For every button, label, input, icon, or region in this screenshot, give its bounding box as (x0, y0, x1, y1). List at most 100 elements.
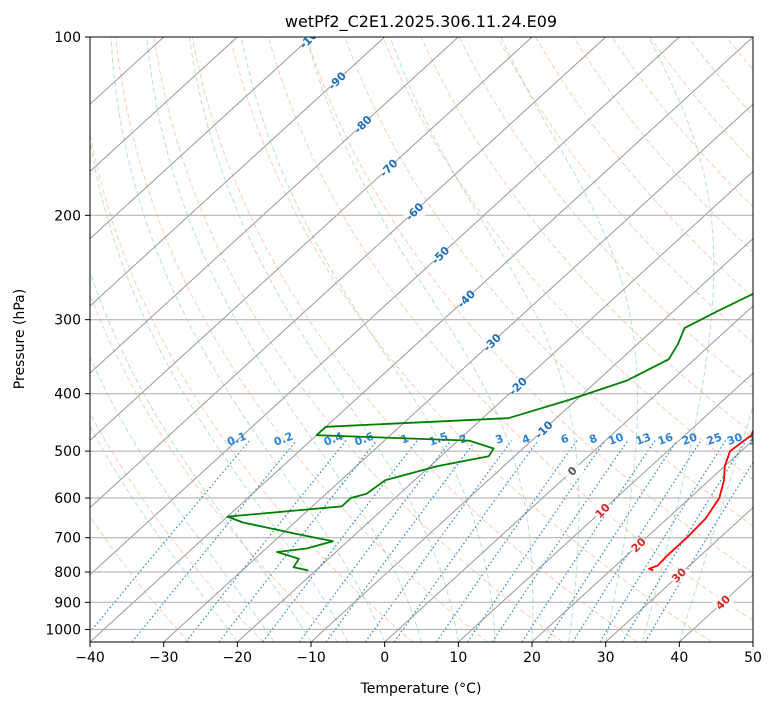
y-tick-label: 700 (54, 531, 81, 547)
dry-adiabat (496, 37, 753, 344)
y-tick-label: 1000 (45, 622, 81, 638)
x-tick-label: 20 (523, 650, 541, 666)
mixing-ratio-label: 13 (634, 430, 653, 447)
moist-adiabat (90, 425, 238, 642)
isotherm (384, 305, 753, 642)
isotherm-label-bg (455, 292, 478, 305)
x-tick-label: −10 (296, 650, 326, 666)
isotherm-label-bg (711, 596, 734, 609)
x-axis: −40 −30 −20 −10 0 10 20 30 40 50 (75, 642, 762, 666)
mixing-ratio-label: 6 (559, 432, 571, 447)
dry-adiabat (382, 37, 753, 481)
mixing-ratio-line (644, 461, 753, 642)
mixing-ratio-label: 0.1 (225, 430, 248, 449)
isotherm (90, 37, 680, 576)
isotherm-label-bg (351, 118, 374, 131)
moist-adiabat (642, 37, 715, 642)
moist-adiabat (146, 37, 422, 642)
background-lines (90, 37, 775, 642)
dry-adiabat (649, 37, 753, 163)
mixing-ratio-label: 36 (746, 430, 765, 448)
isotherm-label-bg (325, 74, 348, 87)
plot-frame (89, 36, 754, 643)
moist-adiabat (188, 37, 459, 642)
isotherm (310, 237, 753, 642)
mixing-ratio-label: 25 (705, 430, 724, 447)
mixing-ratio-label: 16 (656, 430, 675, 448)
moist-adiabat (110, 37, 386, 642)
y-tick-label: 800 (54, 565, 81, 581)
series-layer (226, 292, 753, 572)
isotherm-label-bg (627, 538, 650, 551)
series-line (226, 292, 753, 572)
isotherm (752, 641, 753, 642)
isotherm-label-bg (506, 380, 529, 392)
dry-adiabat (90, 131, 414, 642)
isotherm-label-bg (667, 569, 690, 582)
mixing-ratio-line (435, 440, 578, 642)
moist-adiabat (240, 37, 496, 642)
mixing-ratio-line (491, 440, 629, 642)
isotherm (90, 37, 533, 442)
y-tick-label: 100 (54, 30, 81, 46)
isotherm-label-bg (481, 336, 503, 349)
isotherm (90, 37, 753, 642)
dry-adiabat (115, 37, 488, 642)
dry-adiabat (535, 37, 753, 298)
y-tick-label: 900 (54, 595, 81, 611)
isotherm (90, 37, 312, 240)
y-tick-label: 500 (54, 444, 81, 460)
x-tick-label: 30 (597, 650, 615, 666)
isotherm (90, 37, 386, 307)
mixing-ratio-label: 8 (587, 432, 599, 447)
isotherm-label-bg (561, 464, 584, 477)
mixing-ratio-line (185, 440, 347, 642)
isotherm (457, 372, 753, 642)
moist-adiabat (90, 356, 275, 642)
isotherm (90, 37, 238, 173)
isotherm-label-bg (429, 249, 452, 262)
mixing-ratio-label: 0.2 (272, 430, 295, 449)
isotherm (605, 506, 753, 642)
x-tick-label: 10 (449, 650, 467, 666)
dry-adiabat (306, 37, 753, 574)
isotherm (236, 170, 753, 642)
x-tick-label: 0 (380, 650, 389, 666)
mixing-ratio-line (325, 440, 476, 642)
y-tick-label: 600 (54, 491, 81, 507)
mixing-ratio-label: 20 (680, 430, 699, 448)
dry-adiabat (90, 515, 190, 642)
mixing-ratio-line (467, 440, 606, 642)
x-tick-label: 50 (744, 650, 762, 666)
x-tick-label: −30 (149, 650, 179, 666)
x-tick-label: −20 (223, 650, 253, 666)
isotherm-label-bg (532, 423, 555, 436)
series-line (648, 429, 753, 572)
moist-adiabat (305, 37, 534, 642)
x-tick-label: 40 (670, 650, 688, 666)
mixing-ratio-label: 10 (607, 430, 626, 448)
mixing-ratio-line (521, 440, 656, 642)
moist-adiabat (500, 37, 639, 642)
y-tick-label: 400 (54, 387, 81, 403)
moist-adiabat (678, 404, 753, 642)
dry-adiabat (765, 37, 775, 642)
isotherm-label-bg (403, 205, 426, 218)
y-tick-label: 200 (54, 208, 81, 224)
x-tick-label: −40 (75, 650, 105, 666)
moist-adiabat (90, 139, 349, 642)
mixing-ratio-label: 2 (457, 432, 469, 447)
isotherm-label-bg (300, 37, 322, 43)
isotherm-label-bg (377, 161, 400, 174)
mixing-ratio-label: 3 (494, 432, 506, 447)
dry-adiabat (229, 37, 712, 642)
mixing-ratio-line (393, 440, 539, 642)
mixing-ratio-line (364, 440, 512, 642)
isotherm (90, 37, 607, 509)
isotherm (90, 37, 459, 374)
y-tick-label: 300 (54, 313, 81, 329)
mixing-ratio-labels: 0.1 0.2 0.4 0.6 1 1.5 2 3 4 6 8 10 13 16 20 25 30 36 (225, 430, 765, 449)
moist-adiabat (389, 37, 580, 642)
mixing-ratio-line (218, 440, 378, 642)
